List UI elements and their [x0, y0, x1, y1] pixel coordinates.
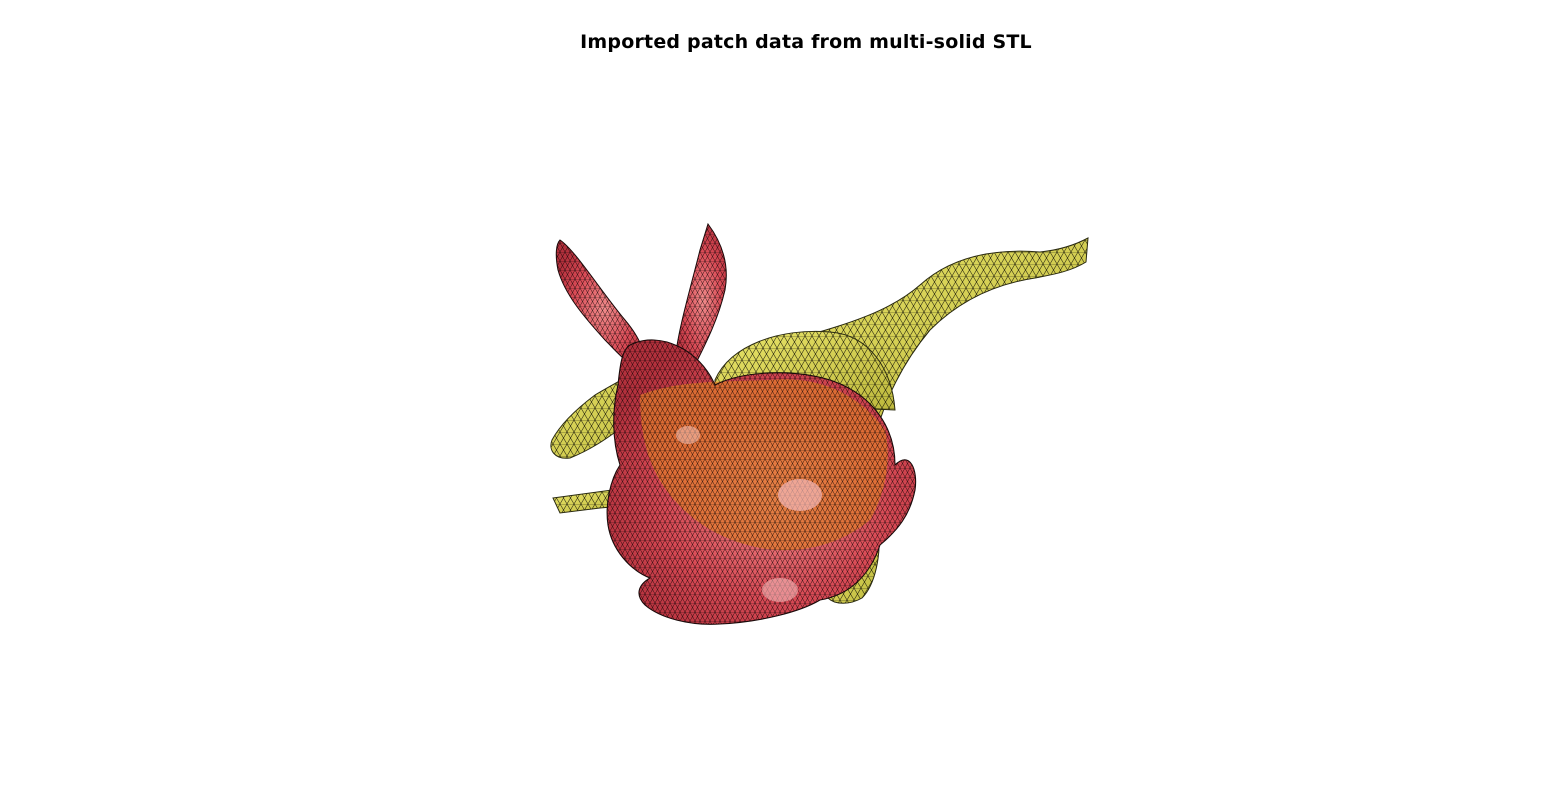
bunny-highlight	[778, 479, 822, 511]
figure-title: Imported patch data from multi-solid STL	[580, 31, 1032, 53]
bunny-solid	[555, 222, 917, 625]
bunny-foot-highlight	[762, 578, 798, 602]
bunny-face-highlight	[676, 426, 700, 444]
